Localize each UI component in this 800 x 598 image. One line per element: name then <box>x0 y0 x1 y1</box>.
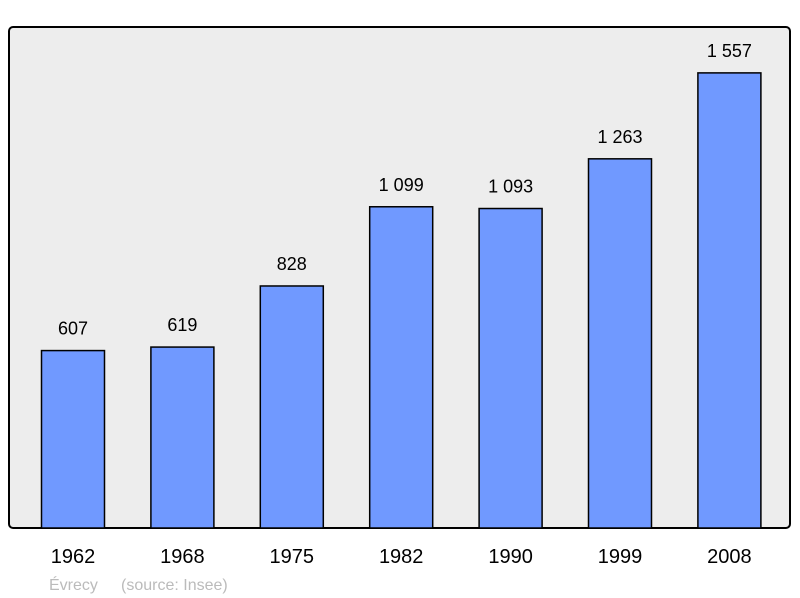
x-tick-label-1968: 1968 <box>160 546 205 568</box>
bar-1999 <box>587 158 653 529</box>
footer-source: (source: Insee) <box>121 577 228 594</box>
value-label-1999: 1 263 <box>597 127 642 147</box>
value-label-1990: 1 093 <box>488 177 533 197</box>
bar-1962 <box>40 349 106 529</box>
x-tick-label-1999: 1999 <box>598 546 643 568</box>
value-label-1968: 619 <box>167 315 197 335</box>
x-tick-label-1990: 1990 <box>488 546 533 568</box>
bar-1990 <box>478 207 543 529</box>
value-label-1982: 1 099 <box>379 175 424 195</box>
x-tick-label-2008: 2008 <box>707 546 752 568</box>
value-label-1962: 607 <box>58 319 88 339</box>
bar-1975 <box>259 285 325 529</box>
x-tick-label-1975: 1975 <box>270 546 315 568</box>
bar-2008 <box>697 72 762 529</box>
value-label-1975: 828 <box>277 254 307 274</box>
value-label-2008: 1 557 <box>707 41 752 61</box>
footer-place: Évrecy <box>49 575 98 594</box>
bar-1968 <box>150 346 215 529</box>
x-tick-label-1982: 1982 <box>379 546 424 568</box>
bar-1982 <box>368 206 434 529</box>
x-tick-label-1962: 1962 <box>51 546 96 568</box>
